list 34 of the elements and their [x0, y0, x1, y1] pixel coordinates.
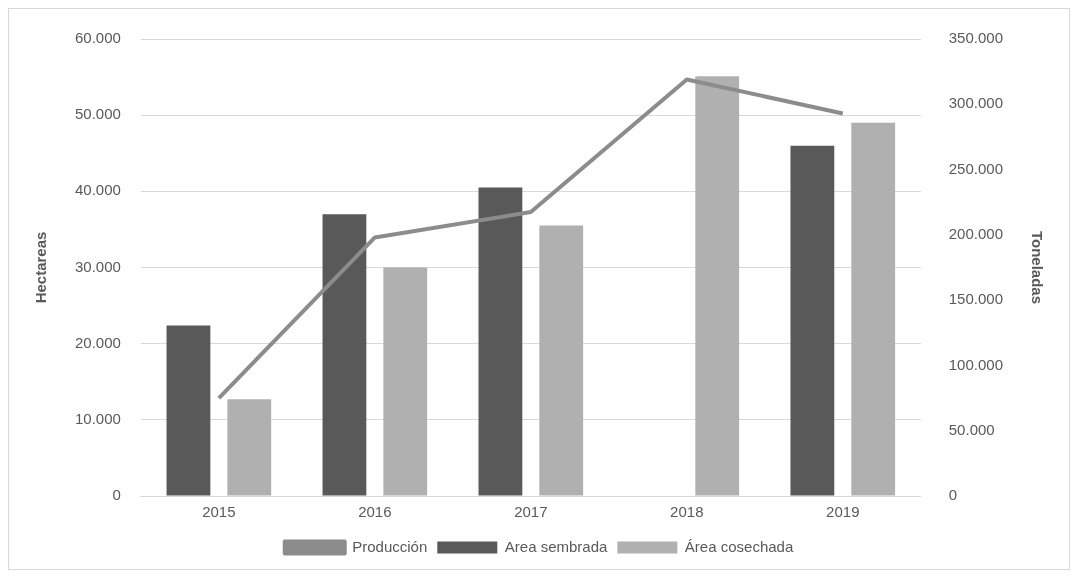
y2-tick-label: 100.000: [948, 355, 1004, 373]
y-axis-title: Hectareas: [32, 231, 50, 304]
y2-tick-label: 250.000: [948, 159, 1004, 177]
y-tick-label: 0: [112, 486, 121, 504]
y2-tick-label: 0: [948, 486, 958, 504]
y-tick-label: 20.000: [74, 333, 121, 351]
bar: [790, 145, 835, 496]
y-tick-label: 50.000: [74, 105, 121, 123]
bar: [322, 214, 367, 496]
bar: [227, 399, 272, 496]
bar: [851, 122, 896, 496]
bar: [478, 187, 523, 496]
bar: [539, 225, 584, 496]
y2-axis-title: Toneladas: [1028, 230, 1046, 305]
x-tick-label: 2017: [514, 503, 548, 521]
x-tick-label: 2018: [670, 503, 704, 521]
y2-tick-label: 200.000: [948, 225, 1004, 242]
y2-tick-label: 50.000: [948, 420, 995, 438]
x-tick-label: 2016: [358, 503, 392, 521]
legend-label: Area sembrada: [504, 537, 608, 555]
y-tick-label: 40.000: [74, 181, 121, 199]
legend-label: Producción: [352, 537, 428, 555]
y-tick-label: 60.000: [74, 29, 121, 47]
x-tick-label: 2015: [202, 503, 236, 521]
bar: [695, 76, 740, 496]
bar: [383, 267, 428, 496]
y2-tick-label: 350.000: [948, 29, 1004, 47]
bar: [166, 325, 211, 496]
x-tick-label: 2019: [826, 503, 860, 521]
legend-label: Área cosechada: [684, 537, 794, 555]
y-tick-label: 30.000: [74, 257, 121, 275]
y2-tick-label: 150.000: [948, 290, 1004, 308]
y-tick-label: 10.000: [74, 409, 121, 427]
y2-tick-label: 300.000: [948, 94, 1004, 112]
